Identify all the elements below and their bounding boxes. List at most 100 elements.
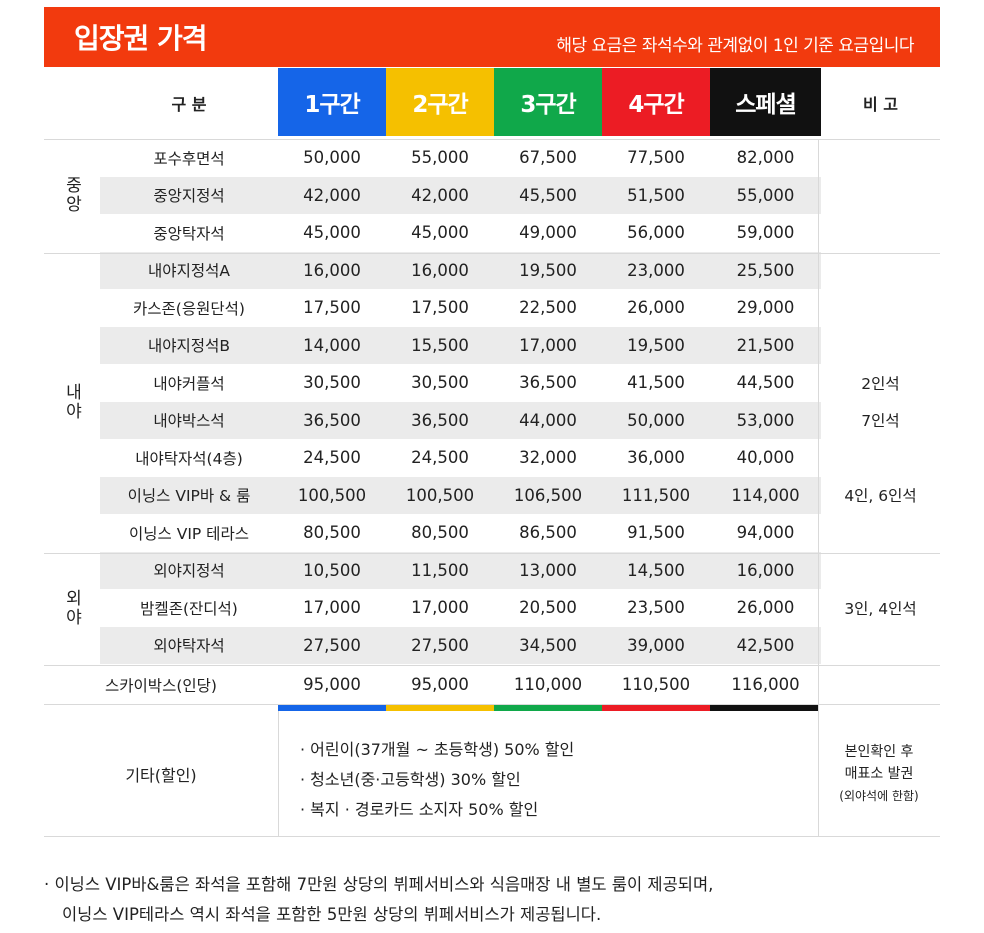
special-zone-header: 스페셜 bbox=[710, 68, 821, 136]
page-title: 입장권 가격 bbox=[74, 22, 208, 55]
note-cell bbox=[821, 552, 940, 590]
price-cell: 34,500 bbox=[519, 635, 577, 655]
group-label: 중앙 bbox=[61, 176, 82, 215]
zone-3-colorbar bbox=[494, 705, 602, 711]
price-cell: 106,500 bbox=[513, 485, 583, 505]
zone-4-header: 4구간 bbox=[602, 68, 710, 136]
divider bbox=[44, 253, 940, 254]
page-subtitle: 해당 요금은 좌석수와 관계없이 1인 기준 요금입니다 bbox=[556, 35, 914, 56]
footnote-line: · 이닝스 VIP바&룸은 좌석을 포함해 7만원 상당의 뷔페서비스와 식음매… bbox=[44, 875, 714, 894]
note-header: 비 고 bbox=[821, 67, 940, 139]
price-cell: 32,000 bbox=[519, 448, 577, 468]
discount-label: 기타(할인) bbox=[125, 765, 197, 785]
note-cell bbox=[821, 289, 940, 327]
footnote: · 이닝스 VIP바&룸은 좌석을 포함해 7만원 상당의 뷔페서비스와 식음매… bbox=[44, 870, 713, 930]
price-cell: 16,000 bbox=[411, 260, 469, 280]
seat-name: 내야탁자석(4층) bbox=[135, 449, 243, 468]
discount-note-line: 본인확인 후 bbox=[844, 743, 914, 760]
price-cell: 14,500 bbox=[627, 560, 685, 580]
discount-note-line: (외야석에 한함) bbox=[839, 788, 919, 803]
price-cell: 49,000 bbox=[519, 223, 577, 243]
table-row: 내야지정석A 16,000 16,000 19,500 23,000 25,500 bbox=[44, 251, 940, 289]
price-cell: 36,500 bbox=[519, 373, 577, 393]
table-header: 구 분 1구간 2구간 3구간 4구간 스페셜 비 고 bbox=[44, 67, 940, 139]
price-cell: 55,000 bbox=[411, 148, 469, 168]
seat-name: 외야지정석 bbox=[153, 562, 225, 581]
discount-note-line: 매표소 발권 bbox=[844, 765, 914, 782]
price-cell: 36,500 bbox=[303, 410, 361, 430]
discount-item-welfare: 복지 · 경로카드 소지자 50% 할인 bbox=[300, 795, 574, 825]
price-cell: 86,500 bbox=[519, 523, 577, 543]
row-shading bbox=[100, 476, 821, 514]
price-cell: 110,000 bbox=[513, 675, 583, 695]
price-cell: 36,000 bbox=[627, 448, 685, 468]
row-shading bbox=[100, 326, 821, 364]
price-cell: 55,000 bbox=[736, 185, 795, 205]
price-cell: 94,000 bbox=[736, 523, 795, 543]
price-cell: 25,500 bbox=[736, 260, 795, 280]
price-cell: 100,500 bbox=[297, 485, 367, 505]
price-cell: 15,500 bbox=[411, 335, 469, 355]
seat-name: 카스존(응원단석) bbox=[133, 299, 245, 318]
group-label: 외야 bbox=[61, 588, 82, 627]
price-cell: 16,000 bbox=[736, 560, 795, 580]
row-shading bbox=[100, 551, 821, 589]
price-cell: 116,000 bbox=[731, 675, 800, 695]
row-shading bbox=[100, 401, 821, 439]
table-row: 내야탁자석(4층) 24,500 24,500 32,000 36,000 40,000 bbox=[44, 439, 940, 477]
table-row: 내야박스석 36,500 36,500 44,000 50,000 53,000 7인석 bbox=[44, 401, 940, 439]
price-cell: 10,500 bbox=[303, 560, 361, 580]
divider bbox=[44, 553, 940, 554]
seat-name: 스카이박스(인당) bbox=[105, 676, 217, 695]
price-cell: 26,000 bbox=[627, 298, 685, 318]
price-cell: 80,500 bbox=[411, 523, 469, 543]
price-cell: 45,500 bbox=[519, 185, 577, 205]
price-cell: 24,500 bbox=[411, 448, 469, 468]
note-cell: 7인석 bbox=[861, 412, 900, 431]
price-cell: 17,000 bbox=[519, 335, 577, 355]
table-row: 이닝스 VIP바 & 룸 100,500 100,500 106,500 111,500… bbox=[44, 476, 940, 514]
note-cell bbox=[821, 214, 940, 252]
price-cell: 59,000 bbox=[736, 223, 795, 243]
special-zone-colorbar bbox=[710, 705, 818, 711]
price-cell: 21,500 bbox=[736, 335, 795, 355]
table-row: 포수후면석 50,000 55,000 67,500 77,500 82,000 bbox=[44, 139, 940, 177]
price-cell: 17,000 bbox=[303, 598, 361, 618]
price-cell: 95,000 bbox=[411, 675, 469, 695]
price-cell: 44,000 bbox=[519, 410, 577, 430]
price-cell: 45,000 bbox=[303, 223, 361, 243]
seat-name: 이닝스 VIP 테라스 bbox=[129, 524, 249, 543]
group-label: 내야 bbox=[61, 382, 82, 421]
price-cell: 11,500 bbox=[411, 560, 469, 580]
row-shading bbox=[100, 176, 821, 214]
seat-name: 이닝스 VIP바 & 룸 bbox=[127, 487, 251, 506]
price-cell: 77,500 bbox=[627, 148, 685, 168]
price-cell: 45,000 bbox=[411, 223, 469, 243]
note-cell bbox=[821, 177, 940, 215]
seat-name: 밤켈존(잔디석) bbox=[140, 599, 238, 618]
seat-name: 포수후면석 bbox=[153, 149, 225, 168]
price-cell: 95,000 bbox=[303, 675, 361, 695]
price-cell: 14,000 bbox=[303, 335, 361, 355]
note-cell bbox=[821, 514, 940, 552]
table-row: 중앙지정석 42,000 42,000 45,500 51,500 55,000 bbox=[44, 176, 940, 215]
price-cell: 42,000 bbox=[303, 185, 361, 205]
table-row: 밤켈존(잔디석) 17,000 17,000 20,500 23,500 26,000 3인… bbox=[44, 589, 940, 627]
footnote-line: 이닝스 VIP테라스 역시 좌석을 포함한 5만원 상당의 뷔페서비스가 제공됩… bbox=[62, 905, 602, 924]
seat-name: 외야탁자석 bbox=[153, 637, 225, 656]
price-cell: 20,500 bbox=[519, 598, 577, 618]
price-cell: 19,500 bbox=[627, 335, 685, 355]
table-row: 내야커플석 30,500 30,500 36,500 41,500 44,500 2인석 bbox=[44, 364, 940, 402]
price-cell: 26,000 bbox=[736, 598, 795, 618]
price-cell: 100,500 bbox=[405, 485, 475, 505]
price-cell: 44,500 bbox=[736, 373, 795, 393]
price-cell: 17,500 bbox=[303, 298, 361, 318]
row-shading bbox=[100, 626, 821, 664]
price-cell: 30,500 bbox=[411, 373, 469, 393]
zone-3-header: 3구간 bbox=[494, 68, 602, 136]
divider bbox=[278, 705, 279, 836]
seat-name: 내야커플석 bbox=[153, 374, 225, 393]
discount-note: 본인확인 후 매표소 발권 (외야석에 한함) bbox=[818, 711, 940, 836]
price-cell: 17,000 bbox=[411, 598, 469, 618]
price-cell: 30,500 bbox=[303, 373, 361, 393]
